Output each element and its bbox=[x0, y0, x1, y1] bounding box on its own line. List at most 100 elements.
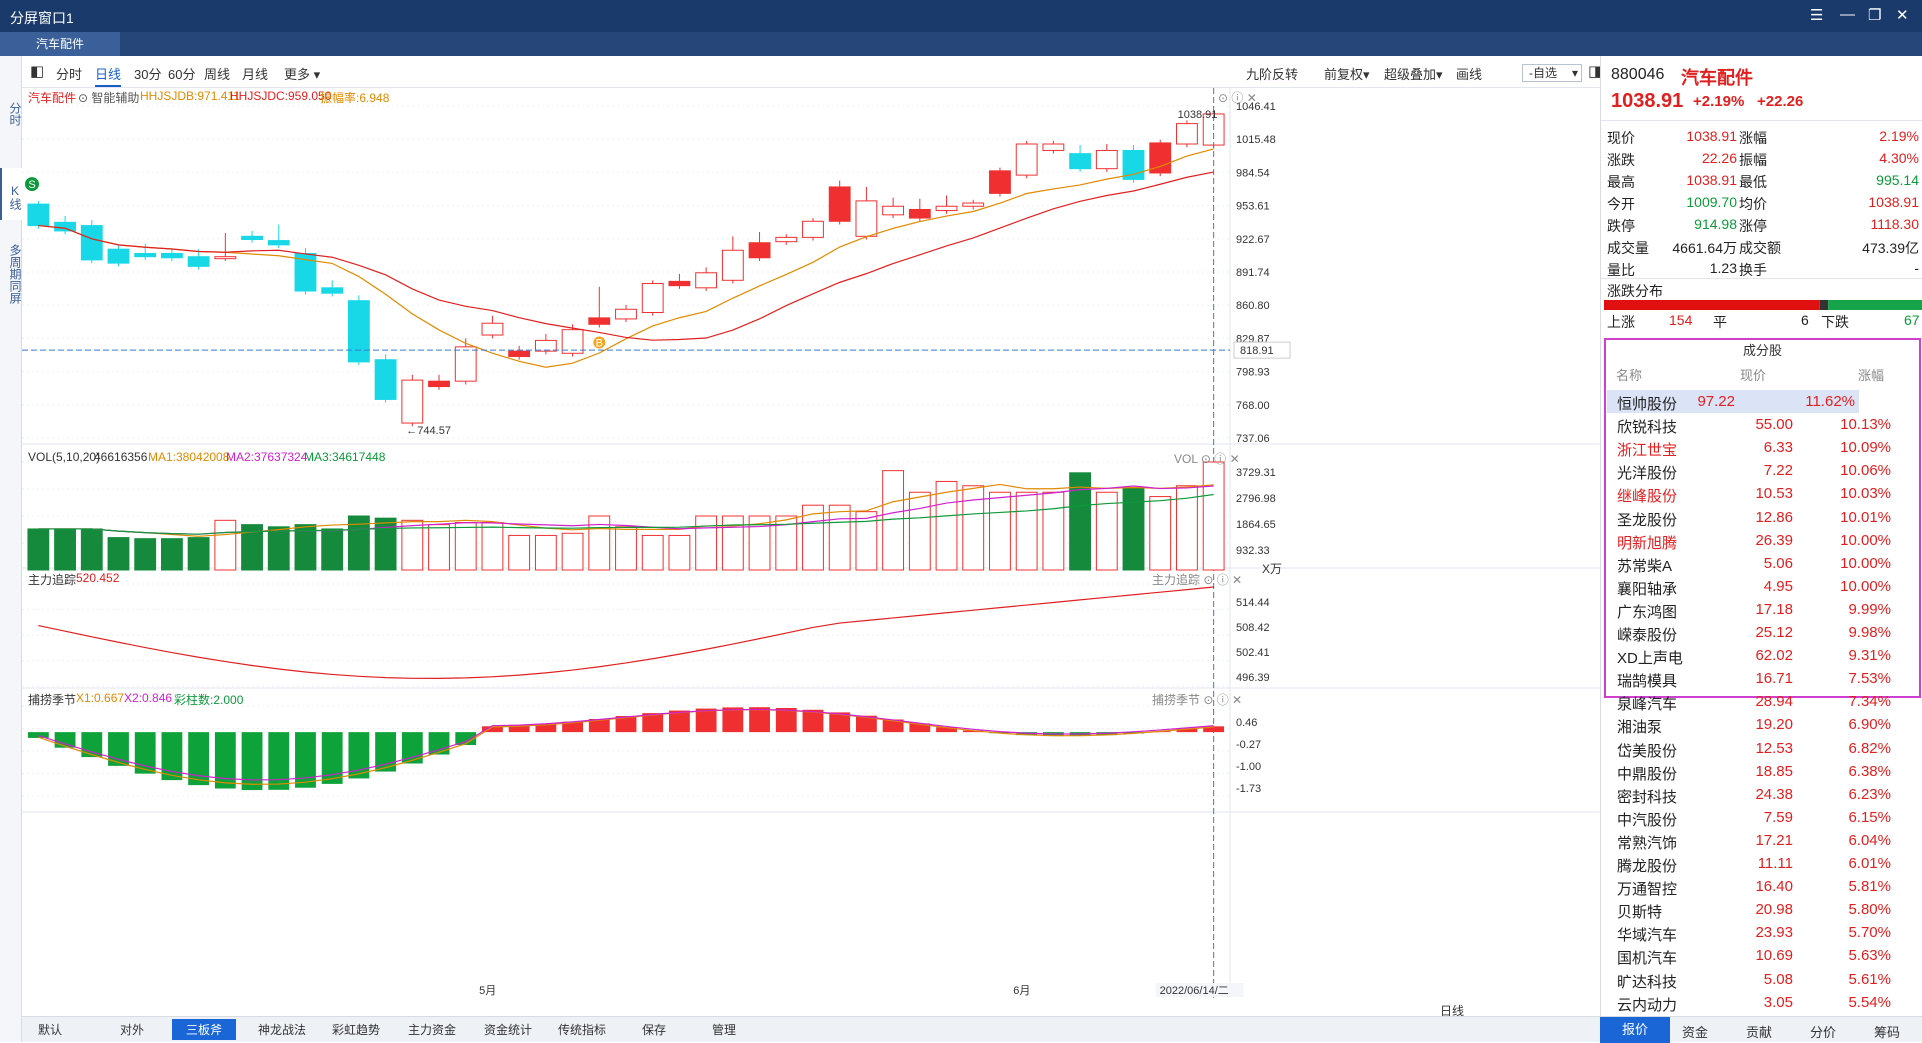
kline-chart-area[interactable]: 1046.41 1015.48 984.54 953.61 922.67 891.74 86… bbox=[22, 88, 1600, 1018]
stock-row[interactable]: XD上声电 62.02 9.31% bbox=[1601, 644, 1922, 667]
stock-row[interactable]: 欣锐科技 55.00 10.13% bbox=[1601, 413, 1922, 436]
buy-marker bbox=[593, 336, 606, 349]
stock-row[interactable]: 华域汽车 23.93 5.70% bbox=[1601, 921, 1922, 944]
xaxis-period[interactable]: 日线 bbox=[1440, 1004, 1465, 1018]
tab-dragon[interactable]: 神龙战法 bbox=[258, 1023, 307, 1037]
menu-icon[interactable]: ☰ bbox=[1810, 7, 1824, 24]
down-count: 67 bbox=[1904, 312, 1920, 328]
period-weekly[interactable]: 周线 bbox=[204, 67, 231, 82]
bl-panel-label[interactable]: 捕捞季节 ⊙ ⓘ ✕ bbox=[1152, 693, 1243, 707]
stock-pct: 6.04% bbox=[1848, 831, 1891, 849]
period-60min[interactable]: 60分 bbox=[168, 67, 196, 82]
tab-external[interactable]: 对外 bbox=[120, 1023, 145, 1037]
tab-capital-stats[interactable]: 资金统计 bbox=[484, 1023, 533, 1037]
quote-label: 涨跌 bbox=[1607, 152, 1635, 168]
vol-panel-label[interactable]: VOL ⊙ ⓘ ✕ bbox=[1174, 452, 1240, 466]
main-panel-controls-icon[interactable]: ⊙ ⓘ ✕ bbox=[1218, 91, 1257, 105]
period-more[interactable]: 更多 ▾ bbox=[284, 67, 321, 82]
tab-save[interactable]: 保存 bbox=[642, 1023, 667, 1037]
left-nav-kline[interactable]: K线 bbox=[0, 168, 22, 220]
stock-row[interactable]: 光洋股份 7.22 10.06% bbox=[1601, 459, 1922, 482]
stock-row[interactable]: 明新旭腾 26.39 10.00% bbox=[1601, 529, 1922, 552]
period-intraday[interactable]: 分时 bbox=[56, 67, 83, 82]
stock-price: 24.38 bbox=[1755, 785, 1793, 803]
candle-body bbox=[695, 272, 718, 289]
period-daily[interactable]: 日线 bbox=[95, 64, 122, 87]
minimize-icon[interactable]: — bbox=[1840, 6, 1855, 23]
stock-row[interactable]: 密封科技 24.38 6.23% bbox=[1601, 783, 1922, 806]
col-pct[interactable]: 涨幅 bbox=[1858, 368, 1885, 383]
stock-row[interactable]: 旷达科技 5.08 5.61% bbox=[1601, 968, 1922, 991]
sidebar-toggle-icon[interactable]: ◧ bbox=[30, 63, 45, 80]
tab-funds[interactable]: 资金 bbox=[1682, 1025, 1709, 1040]
stock-row[interactable]: 浙江世宝 6.33 10.09% bbox=[1601, 436, 1922, 459]
left-nav-multi-period[interactable]: 多周期同屏 bbox=[8, 244, 22, 304]
volume-bar bbox=[187, 537, 210, 571]
vol-unit: X万 bbox=[1262, 562, 1283, 576]
stock-row[interactable]: 贝斯特 20.98 5.80% bbox=[1601, 898, 1922, 921]
tab-quote[interactable]: 报价 bbox=[1600, 1017, 1671, 1043]
volume-bar bbox=[1095, 491, 1118, 571]
main-yaxis-label: 1015.48 bbox=[1236, 134, 1276, 146]
left-nav-intraday[interactable]: 分时 bbox=[8, 102, 22, 126]
stock-row[interactable]: 泉峰汽车 28.94 7.34% bbox=[1601, 690, 1922, 713]
stock-row[interactable]: 中鼎股份 18.85 6.38% bbox=[1601, 760, 1922, 783]
bl-x2-line bbox=[38, 708, 1214, 781]
zl-panel-label[interactable]: 主力追踪 ⊙ ⓘ ✕ bbox=[1152, 573, 1243, 587]
zl-yaxis-label: 502.41 bbox=[1236, 647, 1270, 659]
chart-canvas[interactable]: 1046.41 1015.48 984.54 953.61 922.67 891.74 86… bbox=[22, 88, 1600, 1016]
panel-toggle-icon[interactable]: ◨ bbox=[1588, 63, 1603, 80]
close-icon[interactable]: ✕ bbox=[1896, 7, 1909, 24]
stock-row[interactable]: 苏常柴A 5.06 10.00% bbox=[1601, 552, 1922, 575]
stock-row[interactable]: 恒帅股份 97.22 11.62% bbox=[1607, 390, 1859, 413]
stock-row[interactable]: 腾龙股份 11.11 6.01% bbox=[1601, 852, 1922, 875]
stock-name: 浙江世宝 bbox=[1617, 442, 1678, 460]
stock-row[interactable]: 国机汽车 10.69 5.63% bbox=[1601, 944, 1922, 967]
candle-body bbox=[160, 252, 183, 259]
col-price[interactable]: 现价 bbox=[1740, 368, 1767, 383]
stock-name: 万通智控 bbox=[1617, 881, 1678, 899]
constituents-box: 成分股 名称 现价 涨幅 bbox=[1604, 338, 1921, 698]
volume-bar bbox=[428, 524, 450, 571]
stock-row[interactable]: 万通智控 16.40 5.81% bbox=[1601, 875, 1922, 898]
restore-icon[interactable]: ❐ bbox=[1868, 7, 1882, 24]
tab-sector[interactable]: 汽车配件 bbox=[0, 32, 120, 56]
overlay-button[interactable]: 超级叠加▾ bbox=[1384, 67, 1443, 82]
volume-bar bbox=[401, 519, 424, 571]
stock-row[interactable]: 湘油泵 19.20 6.90% bbox=[1601, 713, 1922, 736]
stock-row[interactable]: 常熟汽饰 17.21 6.04% bbox=[1601, 829, 1922, 852]
assist-toggle[interactable]: ⊙ 智能辅助 bbox=[78, 91, 140, 105]
stock-name: 光洋股份 bbox=[1617, 465, 1678, 483]
stock-row[interactable]: 襄阳轴承 4.95 10.00% bbox=[1601, 575, 1922, 598]
stock-row[interactable]: 瑞鹄模具 16.71 7.53% bbox=[1601, 667, 1922, 690]
tab-main-capital[interactable]: 主力资金 bbox=[408, 1023, 457, 1037]
watchlist-select[interactable]: -自选 ▾ bbox=[1522, 64, 1582, 82]
stock-price: 18.85 bbox=[1755, 762, 1793, 780]
buy-marker-label: B bbox=[596, 338, 603, 350]
stock-name: 中汽股份 bbox=[1617, 811, 1678, 829]
tab-default[interactable]: 默认 bbox=[38, 1023, 63, 1037]
adjust-button[interactable]: 前复权▾ bbox=[1324, 67, 1370, 82]
vol-ma1: MA1:38042008 bbox=[148, 450, 230, 464]
tab-price-dist[interactable]: 分价 bbox=[1810, 1025, 1837, 1040]
period-monthly[interactable]: 月线 bbox=[242, 67, 269, 82]
stock-row[interactable]: 嵘泰股份 25.12 9.98% bbox=[1601, 621, 1922, 644]
tab-contribution[interactable]: 贡献 bbox=[1746, 1025, 1773, 1040]
period-30min[interactable]: 30分 bbox=[134, 67, 162, 82]
tab-chips[interactable]: 筹码 bbox=[1874, 1025, 1901, 1040]
draw-button[interactable]: 画线 bbox=[1456, 67, 1483, 82]
stock-row[interactable]: 云内动力 3.05 5.54% bbox=[1601, 991, 1922, 1014]
col-name[interactable]: 名称 bbox=[1616, 368, 1643, 383]
stock-row[interactable]: 岱美股份 12.53 6.82% bbox=[1601, 737, 1922, 760]
volume-bar bbox=[454, 521, 477, 571]
tab-manage[interactable]: 管理 bbox=[712, 1023, 737, 1037]
stock-row[interactable]: 中汽股份 7.59 6.15% bbox=[1601, 806, 1922, 829]
stock-row[interactable]: 圣龙股份 12.86 10.01% bbox=[1601, 506, 1922, 529]
tab-traditional[interactable]: 传统指标 bbox=[558, 1023, 607, 1037]
candle-body bbox=[401, 379, 424, 424]
tab-three-axe[interactable]: 三板斧 bbox=[172, 1019, 237, 1040]
tab-rainbow[interactable]: 彩虹趋势 bbox=[332, 1023, 381, 1037]
stock-row[interactable]: 继峰股份 10.53 10.03% bbox=[1601, 482, 1922, 505]
nine-reversal-button[interactable]: 九阶反转 bbox=[1246, 67, 1299, 82]
stock-row[interactable]: 广东鸿图 17.18 9.99% bbox=[1601, 598, 1922, 621]
